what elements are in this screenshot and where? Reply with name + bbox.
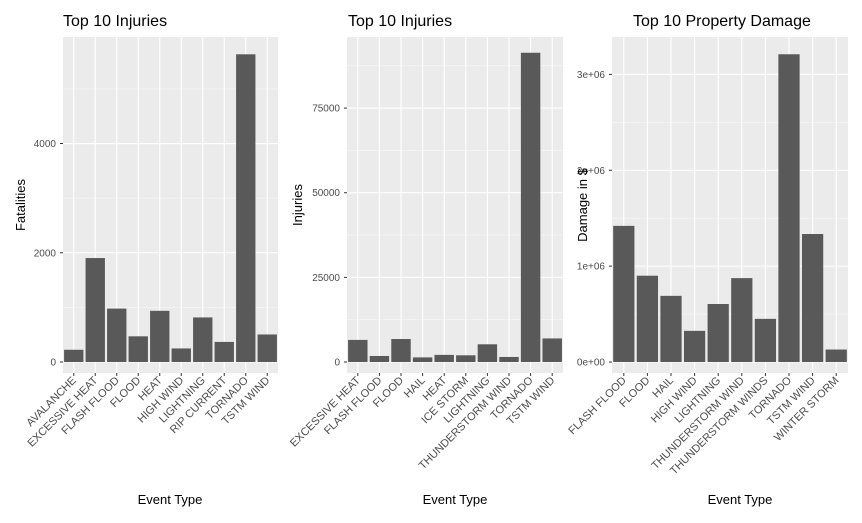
bar	[801, 234, 824, 362]
bar	[236, 54, 256, 362]
bar	[520, 52, 541, 362]
bar	[660, 295, 682, 362]
y-axis-label: Injuries	[290, 184, 305, 226]
x-axis-label: Event Type	[138, 492, 203, 507]
bar	[150, 310, 170, 362]
y-tick-label: 75000	[312, 104, 340, 115]
bar	[412, 357, 433, 362]
bar	[85, 258, 105, 362]
bar	[754, 318, 777, 362]
bar	[825, 349, 847, 362]
bar	[369, 355, 390, 362]
x-axis-label: Event Type	[423, 492, 488, 507]
y-tick-label: 2e+06	[577, 166, 606, 177]
bar	[499, 356, 519, 362]
x-tick-label: FLASH FLOOD	[566, 375, 629, 438]
y-tick-label: 1e+06	[577, 262, 606, 273]
bar	[391, 339, 411, 362]
chart-title: Top 10 Injuries	[348, 13, 452, 30]
bar	[214, 341, 234, 362]
chart-title: Top 10 Injuries	[63, 13, 167, 30]
bar	[683, 330, 706, 362]
y-tick-label: 0	[50, 358, 56, 369]
y-tick-label: 50000	[312, 188, 340, 199]
bar	[707, 303, 729, 362]
y-tick-label: 25000	[312, 273, 340, 284]
bar	[434, 354, 454, 362]
y-tick-label: 2000	[34, 248, 57, 259]
bar	[542, 338, 562, 362]
y-tick-label: 3e+06	[577, 70, 606, 81]
bar	[348, 339, 368, 362]
bar	[64, 349, 84, 362]
y-axis-label: Damage in $	[575, 167, 590, 241]
bar	[107, 308, 127, 362]
bar	[778, 54, 800, 362]
y-tick-label: 0	[334, 358, 340, 369]
bar	[731, 278, 753, 362]
bar	[171, 348, 191, 362]
bar	[128, 336, 148, 362]
x-axis-label: Event Type	[708, 492, 773, 507]
y-tick-label: 4000	[34, 139, 57, 150]
bar	[193, 317, 213, 362]
bar	[477, 344, 498, 362]
bar	[257, 334, 277, 362]
bar	[456, 355, 476, 362]
bar	[613, 225, 635, 362]
bar	[636, 275, 659, 362]
y-tick-label: 0e+00	[577, 358, 606, 369]
y-axis-label: Fatalities	[13, 178, 28, 231]
chart-title: Top 10 Property Damage	[633, 13, 811, 30]
